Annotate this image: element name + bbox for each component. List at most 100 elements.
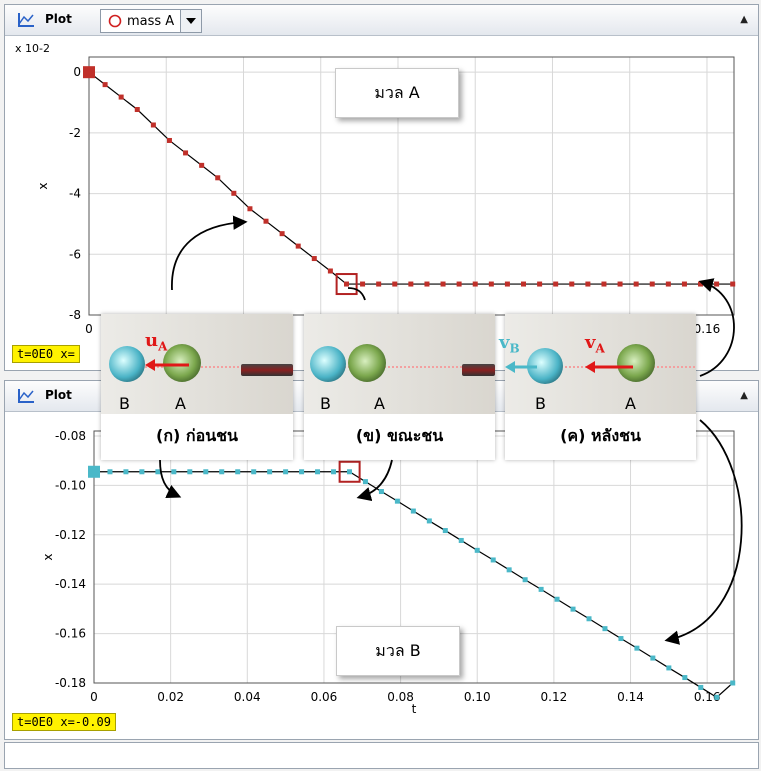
velocity-symbol: v (585, 332, 596, 353)
y-tick-label: -0.12 (55, 528, 86, 542)
data-point (537, 281, 543, 287)
data-point (474, 547, 480, 553)
data-point (343, 281, 349, 287)
y-tick-label: -6 (69, 247, 81, 261)
triangle-up-icon[interactable]: ▲ (740, 14, 748, 25)
x-axis-label: t (412, 702, 417, 716)
velocity-symbol: u (145, 330, 159, 351)
data-point (714, 694, 720, 700)
y-tick-label: -0.18 (55, 676, 86, 690)
data-point (617, 281, 623, 287)
y-tick-label: -2 (69, 126, 81, 140)
data-point (649, 281, 655, 287)
data-point (472, 281, 478, 287)
x-tick-label: 0.10 (464, 690, 491, 704)
data-point (426, 518, 432, 524)
ball-b-label: B (320, 394, 331, 413)
collision-image: B A (304, 314, 495, 414)
data-point (362, 479, 368, 485)
mass-a-plot-panel: Plot mass A ▲ 0 -2 -4 -6 -8 0 0.16 x x 10-2 (4, 4, 759, 371)
data-point (155, 469, 161, 475)
status-readout-bottom: t=0E0 x=-0.09 (12, 713, 116, 731)
data-point (634, 645, 640, 651)
data-point (267, 469, 273, 475)
data-point (283, 469, 289, 475)
data-point (203, 469, 209, 475)
data-point (440, 281, 446, 287)
data-point (569, 281, 575, 287)
data-point (360, 281, 366, 287)
data-point (150, 122, 156, 128)
data-point (602, 626, 608, 632)
y-axis-label: x (41, 553, 55, 560)
data-point (554, 596, 560, 602)
data-point (521, 281, 527, 287)
data-point (376, 281, 382, 287)
ball-b (109, 346, 145, 382)
velocity-subscript: A (595, 341, 605, 356)
data-point (506, 567, 512, 573)
ball-a (163, 344, 201, 382)
data-point (107, 469, 113, 475)
triangle-up-icon[interactable]: ▲ (740, 390, 748, 401)
plot-axes-icon[interactable] (17, 388, 35, 404)
data-point (730, 281, 736, 287)
data-point (553, 281, 559, 287)
data-point (698, 684, 704, 690)
data-point (490, 557, 496, 563)
x-tick-label: 0.02 (157, 690, 184, 704)
collision-image: vB vA B A (499, 314, 696, 414)
data-point (408, 281, 414, 287)
x-tick-label: 0.14 (617, 690, 644, 704)
x-tick-label: 0 (85, 322, 93, 336)
circle-marker-icon (108, 14, 122, 28)
data-point (458, 537, 464, 543)
data-point (488, 281, 494, 287)
x-tick-label: 0.04 (234, 690, 261, 704)
mass-selector-value: mass A (127, 13, 175, 29)
plot-axes-icon[interactable] (17, 12, 35, 28)
status-readout-top: t=0E0 x= (12, 345, 80, 363)
photo-caption: (ข) ขณะชน (355, 426, 444, 445)
trajectory-line (324, 366, 474, 368)
mass-b-callout: มวล B (336, 626, 460, 676)
x-tick-label: 0.16 (694, 690, 721, 704)
photo-during-collision: B A (ข) ขณะชน (304, 314, 495, 460)
velocity-symbol: v (499, 332, 510, 353)
chevron-down-icon[interactable] (180, 10, 202, 32)
ball-a-label: A (374, 394, 385, 413)
plot-label: Plot (45, 12, 72, 26)
data-point (424, 281, 430, 287)
mass-a-callout: มวล A (335, 68, 459, 118)
photo-caption: (ก) ก่อนชน (156, 426, 238, 445)
mass-selector[interactable]: mass A (100, 9, 203, 33)
data-point (618, 636, 624, 642)
data-point (666, 665, 672, 671)
velocity-subscript: B (509, 341, 520, 356)
velocity-arrow-a-icon (585, 361, 633, 373)
data-point (235, 469, 241, 475)
data-point (570, 606, 576, 612)
photo-before-collision: uA B A (ก) ก่อนชน (101, 314, 293, 460)
collision-highlight-box (338, 460, 361, 483)
data-point (522, 577, 528, 583)
data-point (327, 268, 333, 274)
data-point (171, 469, 177, 475)
data-point (166, 137, 172, 143)
data-point (295, 243, 301, 249)
plot-label: Plot (45, 388, 72, 402)
ball-a-label: A (175, 394, 186, 413)
x-tick-label: 0.08 (387, 690, 414, 704)
start-marker (83, 66, 95, 79)
data-point (331, 469, 337, 475)
data-point (251, 469, 257, 475)
data-point (585, 281, 591, 287)
data-point (187, 469, 193, 475)
data-point (215, 175, 221, 181)
x-tick-label: 0 (90, 690, 98, 704)
y-tick-label: -0.14 (55, 577, 86, 591)
data-point (504, 281, 510, 287)
x-tick-label: 0.16 (694, 322, 721, 336)
y-tick-label: -4 (69, 187, 81, 201)
velocity-label-vb: vB (499, 332, 520, 356)
